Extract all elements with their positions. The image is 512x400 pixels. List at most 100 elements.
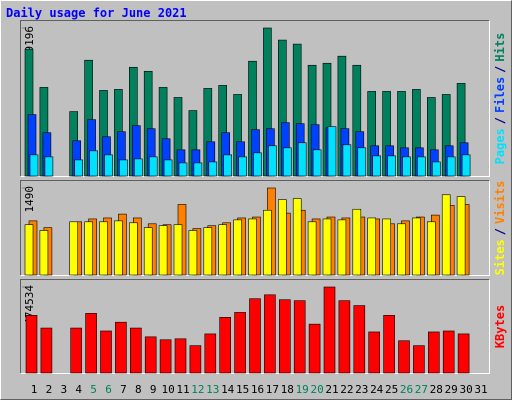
x-tick-label: 24	[370, 383, 384, 396]
bar	[84, 221, 93, 276]
bar	[337, 219, 347, 276]
bar	[89, 150, 98, 177]
bar	[307, 221, 317, 276]
x-tick-label: 15	[236, 383, 249, 396]
x-tick-label: 22	[340, 383, 353, 396]
bar	[238, 156, 247, 177]
legend-separator: /	[493, 117, 507, 124]
bar	[130, 327, 142, 374]
bar	[44, 156, 54, 177]
bar	[173, 224, 183, 276]
bar	[234, 312, 246, 374]
bar	[368, 331, 381, 374]
bar	[223, 154, 232, 177]
bar	[342, 144, 352, 177]
bar	[25, 315, 38, 374]
x-tick-label: 30	[459, 383, 472, 396]
bar	[431, 161, 441, 177]
bar	[74, 159, 83, 177]
bar	[24, 224, 34, 276]
x-tick-label: 3	[60, 383, 67, 396]
bar	[119, 159, 128, 177]
bar	[327, 126, 337, 177]
bar	[387, 155, 396, 177]
bar	[148, 156, 158, 177]
bar	[398, 340, 410, 374]
bar	[352, 208, 362, 276]
x-tick-label: 14	[221, 383, 235, 396]
bar	[70, 327, 82, 374]
panel-bevel-light	[20, 20, 490, 177]
legend: Pages / Files / Hits	[493, 33, 507, 165]
panel-bevel-light	[20, 180, 490, 276]
bar	[372, 155, 382, 177]
x-tick-label: 17	[266, 383, 279, 396]
bar	[203, 227, 213, 276]
bar	[293, 300, 306, 374]
bar	[40, 327, 53, 374]
x-tick-label: 11	[176, 383, 189, 396]
legend-entry: Visits	[493, 181, 507, 224]
x-tick-label: 4	[75, 383, 82, 396]
legend: KBytes	[493, 305, 507, 348]
legend-separator: /	[493, 66, 507, 73]
bar	[457, 333, 470, 374]
bar	[268, 145, 277, 177]
x-tick-label: 18	[281, 383, 294, 396]
bar	[367, 217, 377, 276]
bar	[115, 321, 127, 374]
x-tick-label: 13	[206, 383, 219, 396]
bar	[357, 147, 367, 177]
bar	[114, 220, 123, 276]
bar	[441, 194, 451, 276]
bar	[278, 299, 291, 374]
legend-separator: /	[493, 228, 507, 235]
bar	[456, 196, 466, 276]
bar	[322, 218, 332, 276]
bar	[233, 219, 242, 276]
legend-entry: Sites	[493, 239, 507, 275]
x-tick-label: 31	[474, 383, 487, 396]
x-tick-label: 8	[135, 383, 142, 396]
bar	[218, 224, 227, 276]
chart-title: Daily usage for June 2021	[6, 6, 187, 20]
y-tick-label: 1490	[23, 186, 36, 213]
bar	[397, 223, 406, 276]
x-tick-label: 23	[355, 383, 368, 396]
bar	[297, 142, 307, 177]
x-tick-label: 19	[296, 383, 309, 396]
bar	[174, 338, 187, 374]
x-tick-label: 27	[415, 383, 428, 396]
bar	[29, 154, 39, 177]
bar	[158, 225, 168, 276]
bar	[188, 230, 198, 276]
bar	[264, 294, 276, 374]
bar	[99, 221, 108, 276]
bar	[85, 313, 97, 374]
panel-bevel-dark	[20, 279, 490, 374]
bar	[446, 156, 456, 177]
bar	[104, 154, 113, 177]
bar	[442, 330, 455, 374]
legend-entry: Pages	[493, 128, 507, 164]
bar	[249, 298, 261, 374]
x-tick-label: 21	[325, 383, 338, 396]
bar	[282, 147, 292, 177]
x-tick-label: 12	[191, 383, 204, 396]
bar	[69, 221, 78, 276]
panel-bevel-dark	[20, 180, 490, 276]
legend: Sites / Visits	[493, 181, 507, 276]
bar	[193, 162, 203, 177]
bar	[159, 339, 172, 374]
bar	[143, 227, 153, 276]
bar	[382, 218, 391, 276]
bar	[163, 159, 173, 177]
bar	[338, 300, 351, 374]
bar	[129, 222, 138, 276]
bar	[427, 331, 440, 374]
bar	[277, 199, 287, 276]
bar	[208, 161, 218, 177]
bar	[323, 286, 336, 374]
